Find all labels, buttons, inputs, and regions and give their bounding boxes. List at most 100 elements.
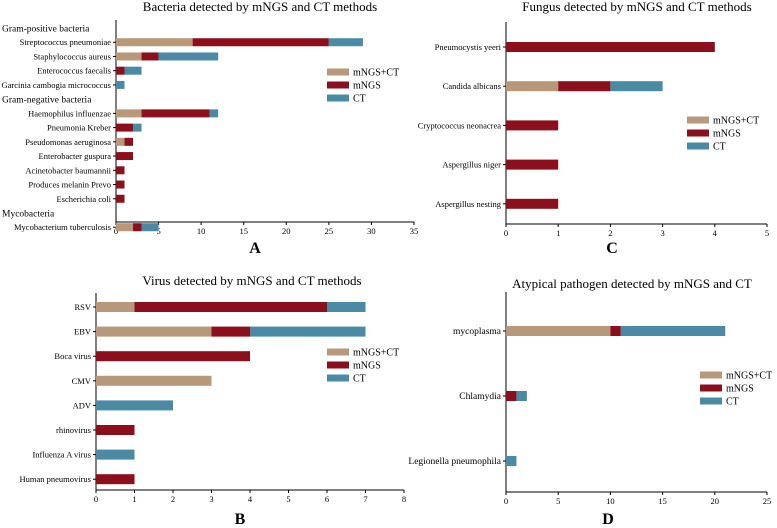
bar-segment-mngs: [124, 137, 134, 146]
bar-segment-mngs: [141, 109, 210, 118]
bar-segment-mngs-plus-ct: [116, 137, 125, 146]
x-tick-label: 10: [606, 496, 615, 506]
category-label: Influenza A virus: [32, 450, 91, 460]
category-label: Garcinia cambogia micrococcus: [1, 80, 111, 90]
panel-letter: B: [235, 511, 246, 528]
bar-segment-mngs-plus-ct: [116, 109, 142, 118]
legend-swatch: [687, 142, 709, 150]
legend-swatch: [327, 94, 349, 102]
bar-segment-mngs: [116, 180, 125, 189]
category-label: Acinetobacter baumannii: [25, 165, 111, 175]
legend-swatch: [327, 361, 349, 369]
category-label: ADV: [73, 400, 92, 410]
panel-letter: A: [249, 240, 261, 257]
category-label: Aspergillus nesting: [435, 199, 501, 209]
bar-segment-mngs-plus-ct: [116, 38, 193, 47]
category-label: mycoplasma: [453, 327, 502, 337]
category-label: Produces melanin Prevo: [28, 180, 111, 190]
category-label: Streptococcus pneumoniae: [20, 37, 112, 47]
x-tick-label: 20: [282, 226, 291, 236]
panel-letter: C: [606, 240, 618, 257]
category-label: Cryptococcus neonacrea: [418, 120, 502, 130]
x-tick-label: 8: [402, 494, 406, 504]
legend-swatch: [700, 371, 722, 379]
legend-label: mNGS+CT: [353, 348, 399, 359]
panel-d: Atypical pathogen detected by mNGS and C…: [408, 276, 772, 528]
x-tick-label: 4: [248, 494, 253, 504]
category-label: rhinovirus: [56, 425, 91, 435]
bar-segment-mngs-plus-ct: [96, 375, 212, 386]
x-tick-label: 1: [556, 228, 560, 238]
bar-segment-mngs: [116, 66, 125, 75]
chart-title: Bacteria detected by mNGS and CT methods: [143, 0, 377, 14]
bar-segment-mngs: [116, 123, 134, 132]
category-label: Chlamydia: [459, 392, 501, 402]
bar-segment-mngs: [558, 81, 611, 92]
bar-segment-mngs: [96, 351, 250, 362]
bar-segment-mngs: [610, 326, 621, 336]
panel-c: Fungus detected by mNGS and CT methods 0 1…: [418, 0, 769, 257]
bar-segment-mngs: [96, 474, 135, 485]
legend: mNGS+CT mNGS CT: [327, 348, 399, 385]
bar-segment-mngs: [116, 166, 125, 175]
legend-label: mNGS: [713, 129, 741, 140]
legend-label: CT: [713, 142, 726, 153]
x-tick-label: 5: [556, 496, 560, 506]
category-label: Human pneumovirus: [19, 474, 91, 484]
bar-segment-mngs-plus-ct: [116, 52, 142, 61]
bar-segment-mngs-plus-ct: [116, 223, 134, 232]
legend-label: mNGS: [353, 361, 381, 372]
bar-segment-mngs: [96, 425, 135, 435]
legend-label: mNGS: [726, 384, 754, 395]
chart-title: Fungus detected by mNGS and CT methods: [522, 0, 751, 14]
group-label: Mycobacteria: [2, 209, 55, 219]
legend-label: mNGS+CT: [726, 371, 772, 382]
bar-segment-mngs: [141, 52, 159, 61]
bar-segment-ct: [610, 81, 663, 92]
bar-segment-mngs: [133, 223, 142, 232]
legend: mNGS+CT mNGS CT: [700, 371, 772, 408]
legend: mNGS+CT mNGS CT: [327, 68, 399, 105]
x-tick-label: 2: [608, 228, 612, 238]
x-tick-label: 0: [504, 228, 508, 238]
legend-swatch: [700, 384, 722, 392]
category-label: Haemophilus influenzae: [28, 108, 111, 118]
x-tick-label: 0: [504, 496, 508, 506]
x-tick-label: 4: [713, 228, 718, 238]
group-label: Gram-positive bacteria: [2, 25, 90, 35]
bar-segment-ct: [141, 223, 159, 232]
legend-label: mNGS+CT: [713, 116, 759, 127]
x-tick-label: 20: [711, 496, 720, 506]
category-label: Legionella pneumophila: [408, 457, 501, 467]
category-label: Pneumonia Kreber: [47, 123, 111, 133]
bar-segment-mngs: [506, 42, 715, 52]
legend-label: CT: [353, 374, 366, 385]
category-label: Enterobacter guspura: [39, 151, 112, 161]
x-tick-label: 1: [132, 494, 136, 504]
category-label: EBV: [74, 327, 92, 337]
legend-swatch: [327, 348, 349, 356]
x-tick-label: 3: [209, 494, 213, 504]
bar-segment-ct: [327, 302, 366, 312]
x-tick-label: 5: [286, 494, 290, 504]
bar-segment-ct: [328, 38, 363, 47]
bar-segment-mngs: [506, 198, 559, 209]
x-tick-label: 15: [239, 226, 248, 236]
legend-label: mNGS: [353, 81, 381, 92]
legend-swatch: [687, 129, 709, 137]
category-label: RSV: [74, 302, 91, 312]
legend-swatch: [687, 116, 709, 124]
category-label: CMV: [72, 376, 92, 386]
chart-title: Virus detected by mNGS and CT methods: [142, 273, 361, 288]
bar-segment-mngs: [506, 159, 559, 170]
category-label: Candida albicans: [443, 81, 501, 91]
legend-swatch: [700, 397, 722, 405]
category-label: Pneumocystis yeeri: [435, 42, 502, 52]
bar-segment-ct: [506, 456, 517, 466]
bar-segment-mngs: [116, 194, 125, 203]
x-tick-label: 15: [658, 496, 667, 506]
bar-segment-mngs: [134, 302, 327, 312]
group-label: Gram-negative bacteria: [2, 96, 92, 106]
bar-segment-ct: [516, 391, 527, 401]
